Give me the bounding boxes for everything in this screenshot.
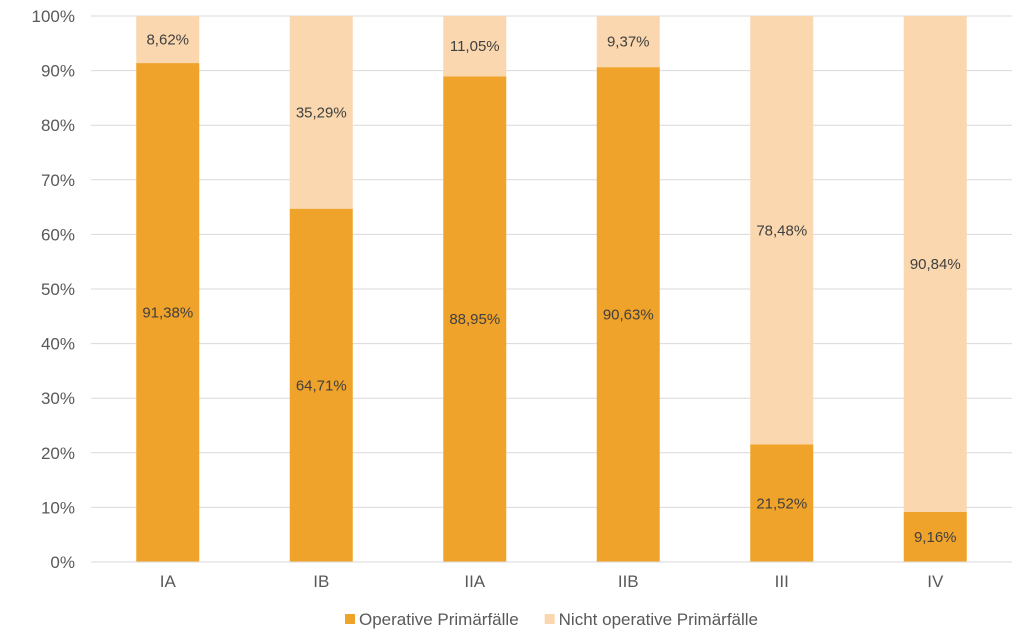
x-axis-tick-labels: IA IB IIA IIB III IV <box>160 572 944 591</box>
y-tick-label: 70% <box>41 171 75 190</box>
y-axis-tick-labels: 0% 10% 20% 30% 40% 50% 60% 70% 80% 90% 100% <box>32 7 75 572</box>
bar-segment <box>443 76 507 562</box>
y-tick-label: 20% <box>41 444 75 463</box>
x-tick-label: III <box>775 572 789 591</box>
x-tick-label: IB <box>313 572 329 591</box>
bar-segment <box>750 444 814 562</box>
data-label: 64,71% <box>296 377 347 394</box>
legend: Operative Primärfälle Nicht operative Pri… <box>344 610 758 629</box>
legend-swatch <box>544 614 555 624</box>
y-tick-label: 100% <box>32 7 75 26</box>
legend-label: Nicht operative Primärfälle <box>559 610 758 629</box>
y-tick-label: 50% <box>41 280 75 299</box>
x-tick-label: IIA <box>464 572 485 591</box>
data-label: 90,63% <box>603 307 654 324</box>
data-label: 88,95% <box>449 311 500 328</box>
data-label: 21,52% <box>756 495 807 512</box>
x-tick-label: IIB <box>618 572 639 591</box>
legend-item: Nicht operative Primärfälle <box>544 610 758 629</box>
bar-segment <box>289 208 353 562</box>
data-label: 91,38% <box>142 305 193 322</box>
bar-segment <box>596 16 660 68</box>
bar-segment <box>750 16 814 445</box>
y-tick-label: 60% <box>41 225 75 244</box>
x-tick-label: IA <box>160 572 177 591</box>
bar-segment <box>289 16 353 209</box>
y-tick-label: 90% <box>41 62 75 81</box>
bar-segment <box>443 16 507 77</box>
data-label: 35,29% <box>296 104 347 121</box>
data-label: 78,48% <box>756 222 807 239</box>
bar-segment <box>596 67 660 562</box>
data-label: 8,62% <box>146 32 189 49</box>
y-tick-label: 0% <box>50 553 75 572</box>
bars <box>136 16 967 563</box>
bar-segment <box>136 16 200 64</box>
data-label: 90,84% <box>910 256 961 273</box>
y-tick-label: 80% <box>41 116 75 135</box>
bar-segment <box>903 16 967 512</box>
data-label: 11,05% <box>450 38 500 55</box>
gridlines <box>91 15 1012 508</box>
bar-segment <box>136 63 200 563</box>
y-tick-label: 40% <box>41 335 75 354</box>
bar-segment <box>903 511 967 562</box>
x-tick-label: IV <box>927 572 944 591</box>
legend-swatch <box>344 614 355 624</box>
legend-label: Operative Primärfälle <box>359 610 519 629</box>
data-label: 9,16% <box>914 529 957 546</box>
data-label: 9,37% <box>607 34 650 51</box>
data-labels: 91,38% 8,62% 64,71% 35,29% 88,95% 11,05% 90,63… <box>142 32 960 546</box>
legend-item: Operative Primärfälle <box>344 610 519 629</box>
y-tick-label: 10% <box>41 498 75 517</box>
y-tick-label: 30% <box>41 389 75 408</box>
